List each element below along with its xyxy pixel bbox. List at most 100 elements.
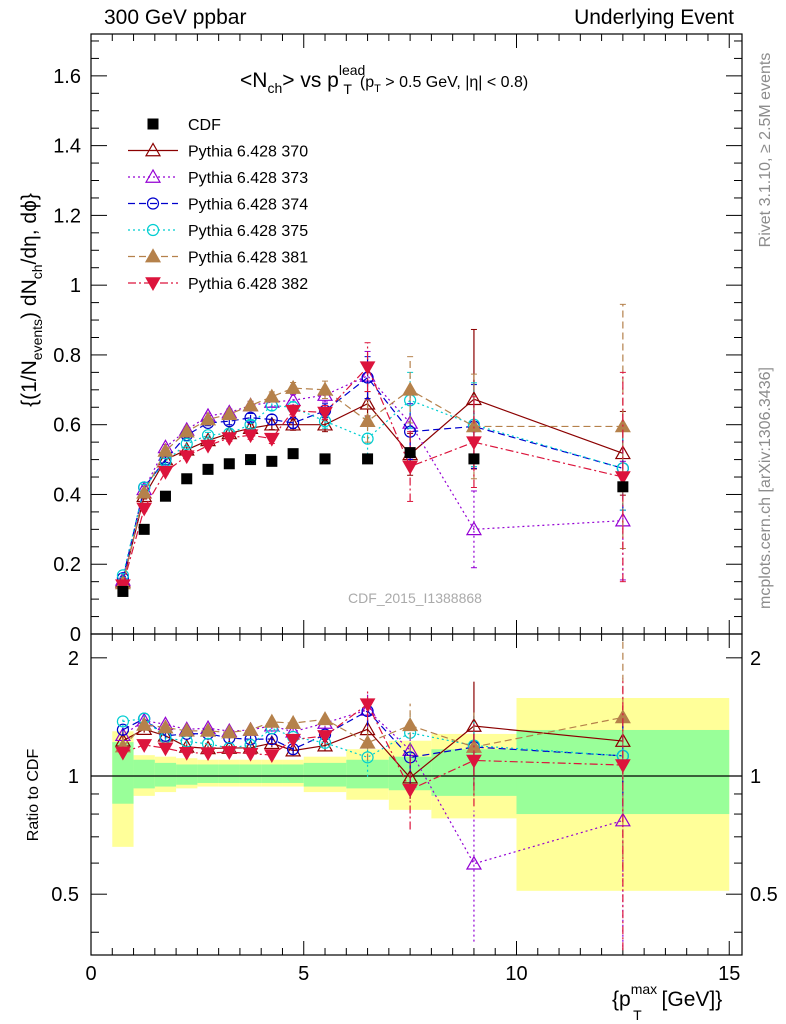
ratio-series-line bbox=[122, 703, 623, 791]
ylabel-sub-ch: ch bbox=[29, 264, 45, 279]
data-point bbox=[617, 481, 629, 493]
ratio-point bbox=[178, 747, 195, 761]
ratio-point bbox=[316, 711, 334, 726]
x-tick-label: 5 bbox=[298, 963, 309, 985]
ratio-tick-label-right: 2 bbox=[750, 648, 761, 670]
band-inner bbox=[303, 762, 347, 787]
title-sup-lead: lead bbox=[339, 62, 365, 78]
ratio-point bbox=[285, 714, 302, 729]
xlabel-part-b: [GeV]} bbox=[656, 988, 723, 1011]
header-right-label: Underlying Event bbox=[574, 6, 734, 29]
band-inner bbox=[218, 764, 240, 783]
series-point bbox=[317, 406, 333, 421]
ratio-point bbox=[316, 737, 334, 752]
series-point bbox=[136, 502, 153, 517]
y-tick-label: 0.8 bbox=[53, 345, 81, 367]
ratio-point bbox=[200, 747, 216, 762]
data-point bbox=[287, 448, 299, 460]
ratio-point bbox=[402, 717, 419, 732]
title-part-d: > 0.5 GeV, |η| < 0.8) bbox=[381, 74, 528, 91]
series-line bbox=[122, 366, 623, 586]
band-inner bbox=[239, 764, 262, 783]
ratio-point bbox=[116, 723, 130, 736]
series-point bbox=[242, 429, 259, 444]
x-tick-label: 10 bbox=[505, 963, 527, 985]
series-line bbox=[122, 376, 624, 579]
title-sub-ch: ch bbox=[267, 80, 282, 96]
legend-label: Pythia 6.428 374 bbox=[188, 197, 308, 214]
ratio-point bbox=[199, 722, 217, 737]
data-point bbox=[223, 458, 235, 470]
xlabel-part-a: {p bbox=[612, 988, 631, 1011]
ratio-point bbox=[263, 749, 280, 763]
series-point bbox=[361, 432, 374, 445]
series-line bbox=[122, 375, 623, 581]
data-point bbox=[468, 453, 480, 465]
series-point bbox=[157, 442, 174, 457]
series-point bbox=[359, 412, 376, 428]
ratio-point bbox=[402, 769, 419, 784]
legend-label: Pythia 6.428 381 bbox=[188, 250, 308, 267]
data-point bbox=[117, 585, 129, 597]
ratio-series-line bbox=[122, 710, 623, 759]
band-inner bbox=[154, 762, 177, 787]
ratio-point bbox=[615, 759, 631, 774]
ratio-point bbox=[115, 746, 131, 761]
band-inner bbox=[197, 764, 219, 783]
legend-label: Pythia 6.428 373 bbox=[188, 170, 308, 187]
ratio-point bbox=[263, 735, 280, 750]
legend-label: Pythia 6.428 375 bbox=[188, 223, 308, 240]
ratio-series-line bbox=[122, 725, 623, 779]
y-tick-label: 1.4 bbox=[53, 136, 81, 158]
ratio-point bbox=[263, 713, 280, 728]
series-point bbox=[242, 397, 259, 412]
ratio-tick-label-right: 1 bbox=[750, 766, 761, 788]
y-tick-label: 1 bbox=[70, 275, 81, 297]
ratio-point bbox=[136, 716, 153, 731]
series-point bbox=[136, 484, 153, 499]
series-point bbox=[178, 423, 195, 438]
legend-label: Pythia 6.428 370 bbox=[188, 144, 308, 161]
band-inner bbox=[176, 764, 198, 785]
y-tick-label: 0.4 bbox=[53, 484, 81, 506]
ratio-point bbox=[402, 783, 418, 798]
legend-marker bbox=[144, 248, 162, 263]
series-point bbox=[359, 361, 376, 376]
ratio-point bbox=[285, 742, 302, 757]
data-point bbox=[245, 454, 257, 466]
series-point bbox=[466, 436, 482, 451]
title-part-b: > vs p bbox=[282, 69, 339, 92]
y-tick-label: 0.2 bbox=[53, 554, 81, 576]
legend-marker bbox=[146, 197, 160, 210]
ratio-plot-frame: 0 5 10 15 0.5 0.5 1 1 2 2 bbox=[51, 633, 778, 985]
xlabel-sub-T: T bbox=[633, 1007, 642, 1023]
ratio-series-layer bbox=[114, 638, 631, 951]
ratio-point bbox=[465, 855, 482, 870]
series-point bbox=[178, 450, 195, 465]
ratio-tick-label-left: 2 bbox=[68, 648, 79, 670]
ylabel-part-a: {(1/N bbox=[18, 360, 41, 407]
ratio-point bbox=[359, 734, 376, 749]
ratio-point bbox=[157, 719, 174, 734]
ratio-point bbox=[157, 742, 174, 757]
legend-marker bbox=[145, 277, 161, 292]
series-point bbox=[285, 416, 302, 431]
y-tick-label: 0 bbox=[70, 624, 81, 646]
ylabel-part-b: ) dN bbox=[18, 279, 41, 319]
x-tick-label: 15 bbox=[718, 963, 740, 985]
y-tick-label: 1.2 bbox=[53, 205, 81, 227]
series-point bbox=[221, 406, 238, 421]
data-point bbox=[181, 473, 193, 485]
x-axis-title: {pmax T [GeV]} bbox=[612, 981, 722, 1023]
series-point bbox=[316, 416, 334, 431]
header-left-label: 300 GeV ppbar bbox=[104, 6, 247, 29]
ratio-point bbox=[359, 698, 376, 713]
legend-label: Pythia 6.428 382 bbox=[188, 276, 308, 293]
legend-label: CDF bbox=[188, 117, 221, 134]
band-inner bbox=[261, 764, 283, 783]
plot-title: <Nch> vs plead T (pT > 0.5 GeV, |η| < 0.8) bbox=[240, 62, 528, 97]
ratio-point bbox=[116, 715, 130, 728]
series-point bbox=[402, 460, 418, 475]
title-sub-T: T bbox=[343, 81, 352, 97]
